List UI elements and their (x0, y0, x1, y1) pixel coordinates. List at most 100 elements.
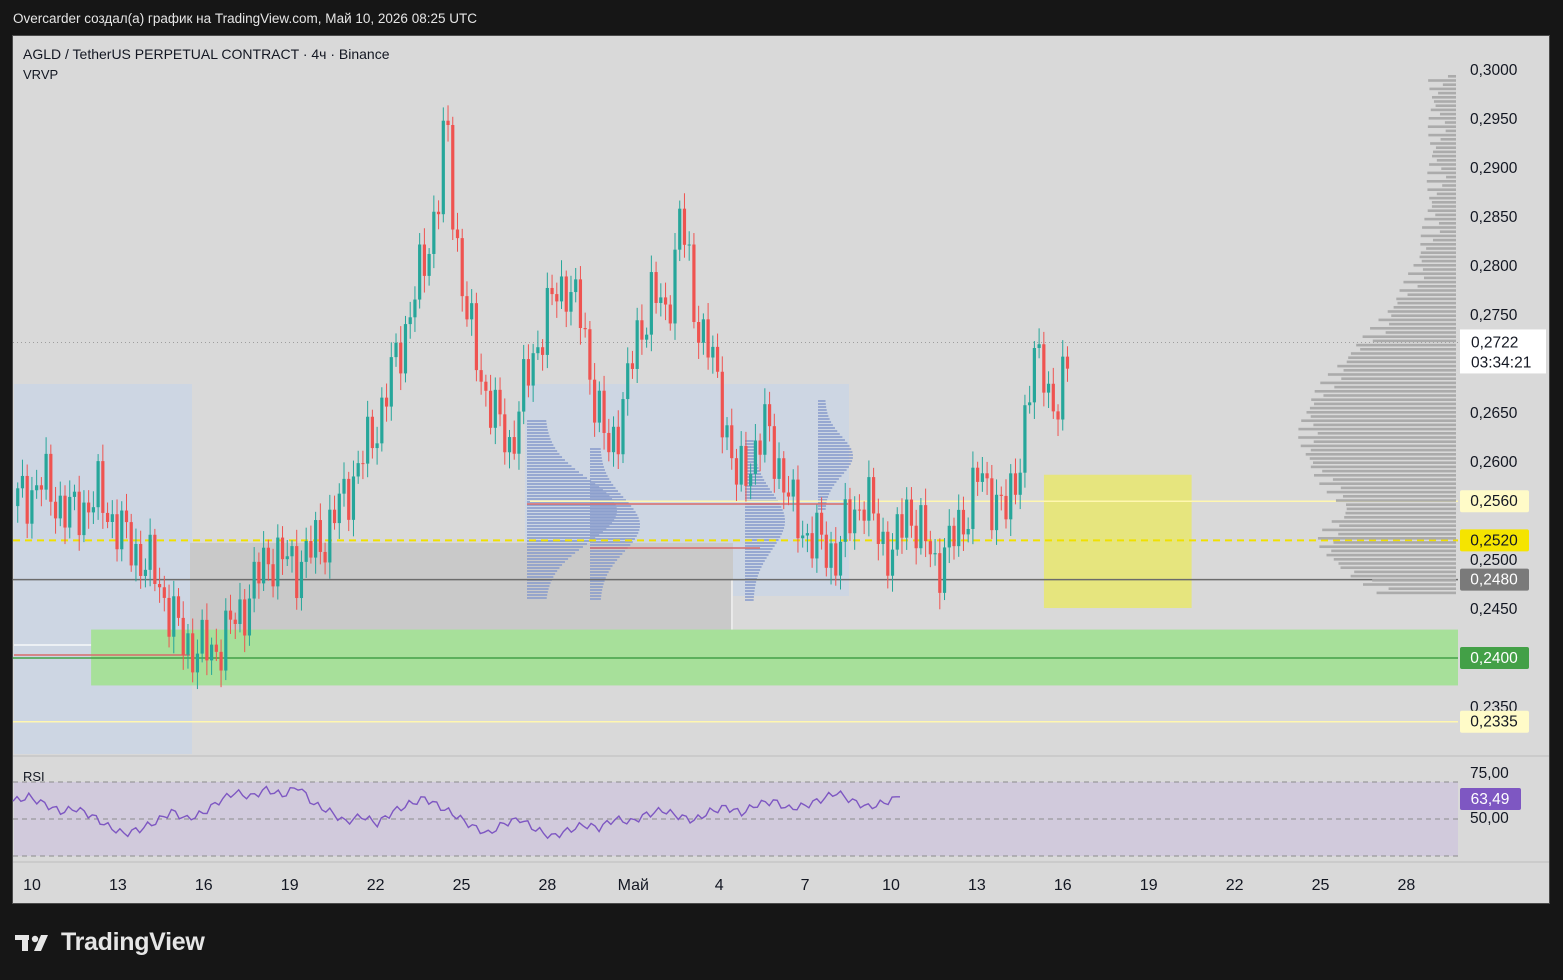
mini-profile-bar-0 (527, 597, 547, 599)
volume-profile-bar (1436, 192, 1456, 196)
price-badge-bg (1460, 490, 1529, 513)
candle-body (77, 491, 81, 536)
mini-profile-bar-0 (527, 513, 617, 515)
symbol-title[interactable]: AGLD / TetherUS PERPETUAL CONTRACT · 4ч … (23, 46, 390, 62)
mini-profile-bar-2 (745, 599, 754, 601)
mini-profile-bar-0 (527, 501, 615, 503)
mini-profile-bar-2 (745, 551, 771, 553)
candle-body (706, 319, 710, 358)
candle-body (678, 208, 682, 250)
mini-profile-bar-1 (590, 466, 604, 468)
mini-profile-bar-2 (745, 446, 755, 448)
candle-body (342, 478, 346, 494)
range-shade-3 (190, 543, 733, 645)
candle-body (602, 390, 606, 433)
volume-profile-bar (1306, 411, 1456, 414)
candle-body (493, 389, 497, 428)
mini-profile-bar-2 (745, 581, 757, 583)
candle-body (44, 453, 48, 490)
candle-body (555, 294, 559, 302)
volume-profile-bar (1424, 217, 1456, 221)
mini-profile-bar-0 (527, 453, 560, 455)
tradingview-logo[interactable]: TradingView (15, 928, 205, 957)
candle-body (999, 494, 1003, 496)
price-badge-bg (1460, 568, 1529, 591)
candle-body (247, 598, 252, 636)
mini-profile-bar-1 (590, 559, 618, 561)
candle-body (1061, 356, 1065, 420)
volume-profile-bar (1372, 339, 1456, 343)
mini-profile-bar-0 (527, 534, 600, 536)
mini-profile-bar-1 (590, 583, 604, 585)
brand-name: TradingView (61, 928, 205, 956)
mini-profile-bar-1 (590, 484, 614, 486)
candle-body (550, 287, 554, 295)
candle-body (1046, 383, 1051, 393)
candle-body (124, 510, 129, 523)
candle-body (328, 509, 332, 563)
candle-body (914, 525, 918, 549)
candle-body (621, 399, 625, 455)
rsi-indicator-label[interactable]: RSI (23, 769, 45, 784)
volume-profile-bar (1417, 285, 1456, 288)
mini-profile-bar-0 (527, 474, 583, 476)
mini-profile-bar-0 (527, 528, 607, 530)
volume-profile-bar (1346, 503, 1456, 506)
price-axis-tick: 0,3000 (1470, 62, 1518, 79)
volume-profile-bar (1326, 553, 1456, 557)
candle-body (663, 297, 668, 305)
time-axis-tick: 13 (109, 877, 127, 894)
candle-body (25, 475, 29, 524)
candle-body (91, 507, 95, 513)
candle-body (195, 653, 200, 673)
vrvp-indicator-label[interactable]: VRVP (23, 67, 59, 82)
candle-body (498, 389, 502, 415)
volume-profile-bar (1427, 209, 1456, 212)
mini-profile-bar-3 (818, 433, 840, 435)
candle-body (886, 531, 890, 576)
volume-profile-bar (1442, 184, 1456, 187)
mini-profile-bar-1 (590, 511, 636, 513)
candle-body (900, 514, 904, 538)
mini-profile-bar-1 (590, 508, 634, 510)
candle-body (408, 317, 412, 325)
mini-profile-bar-2 (745, 572, 759, 574)
mini-profile-bar-2 (745, 590, 755, 592)
price-axis-tick: 0,2950 (1470, 111, 1518, 128)
mini-profile-bar-2 (745, 440, 754, 442)
volume-profile-bar (1429, 163, 1456, 166)
candle-body (957, 509, 961, 547)
volume-profile-bar (1426, 247, 1456, 250)
time-axis-tick: 16 (195, 877, 213, 894)
volume-profile-bar (1341, 377, 1456, 380)
mini-profile-bar-2 (745, 527, 785, 529)
candle-body (460, 238, 464, 297)
mini-profile-bar-0 (527, 489, 603, 491)
volume-profile-bar (1314, 390, 1456, 393)
range-shade-1 (14, 384, 192, 754)
mini-profile-bar-2 (745, 509, 783, 511)
candle-body (39, 485, 43, 490)
candle-body (583, 328, 587, 330)
mini-profile-bar-3 (818, 484, 835, 486)
volume-profile-bar (1362, 335, 1456, 338)
time-axis-tick: 25 (1312, 877, 1330, 894)
time-axis-tick: 10 (23, 877, 41, 894)
volume-profile-bar (1435, 213, 1456, 217)
candle-body (219, 651, 223, 671)
mini-profile-bar-0 (527, 438, 551, 440)
candle-body (782, 458, 786, 493)
volume-profile-bar (1360, 348, 1456, 351)
candle-body (725, 425, 729, 438)
candle-body (134, 543, 138, 566)
volume-profile-bar (1399, 289, 1456, 292)
price-axis-tick: 0,2900 (1470, 160, 1518, 177)
volume-profile-bar (1333, 558, 1456, 561)
candle-body (418, 244, 422, 300)
candle-body (909, 499, 914, 526)
mini-profile-bar-3 (818, 409, 827, 411)
candle-body (805, 533, 810, 536)
mini-profile-bar-2 (745, 461, 757, 463)
candle-body (990, 478, 994, 531)
